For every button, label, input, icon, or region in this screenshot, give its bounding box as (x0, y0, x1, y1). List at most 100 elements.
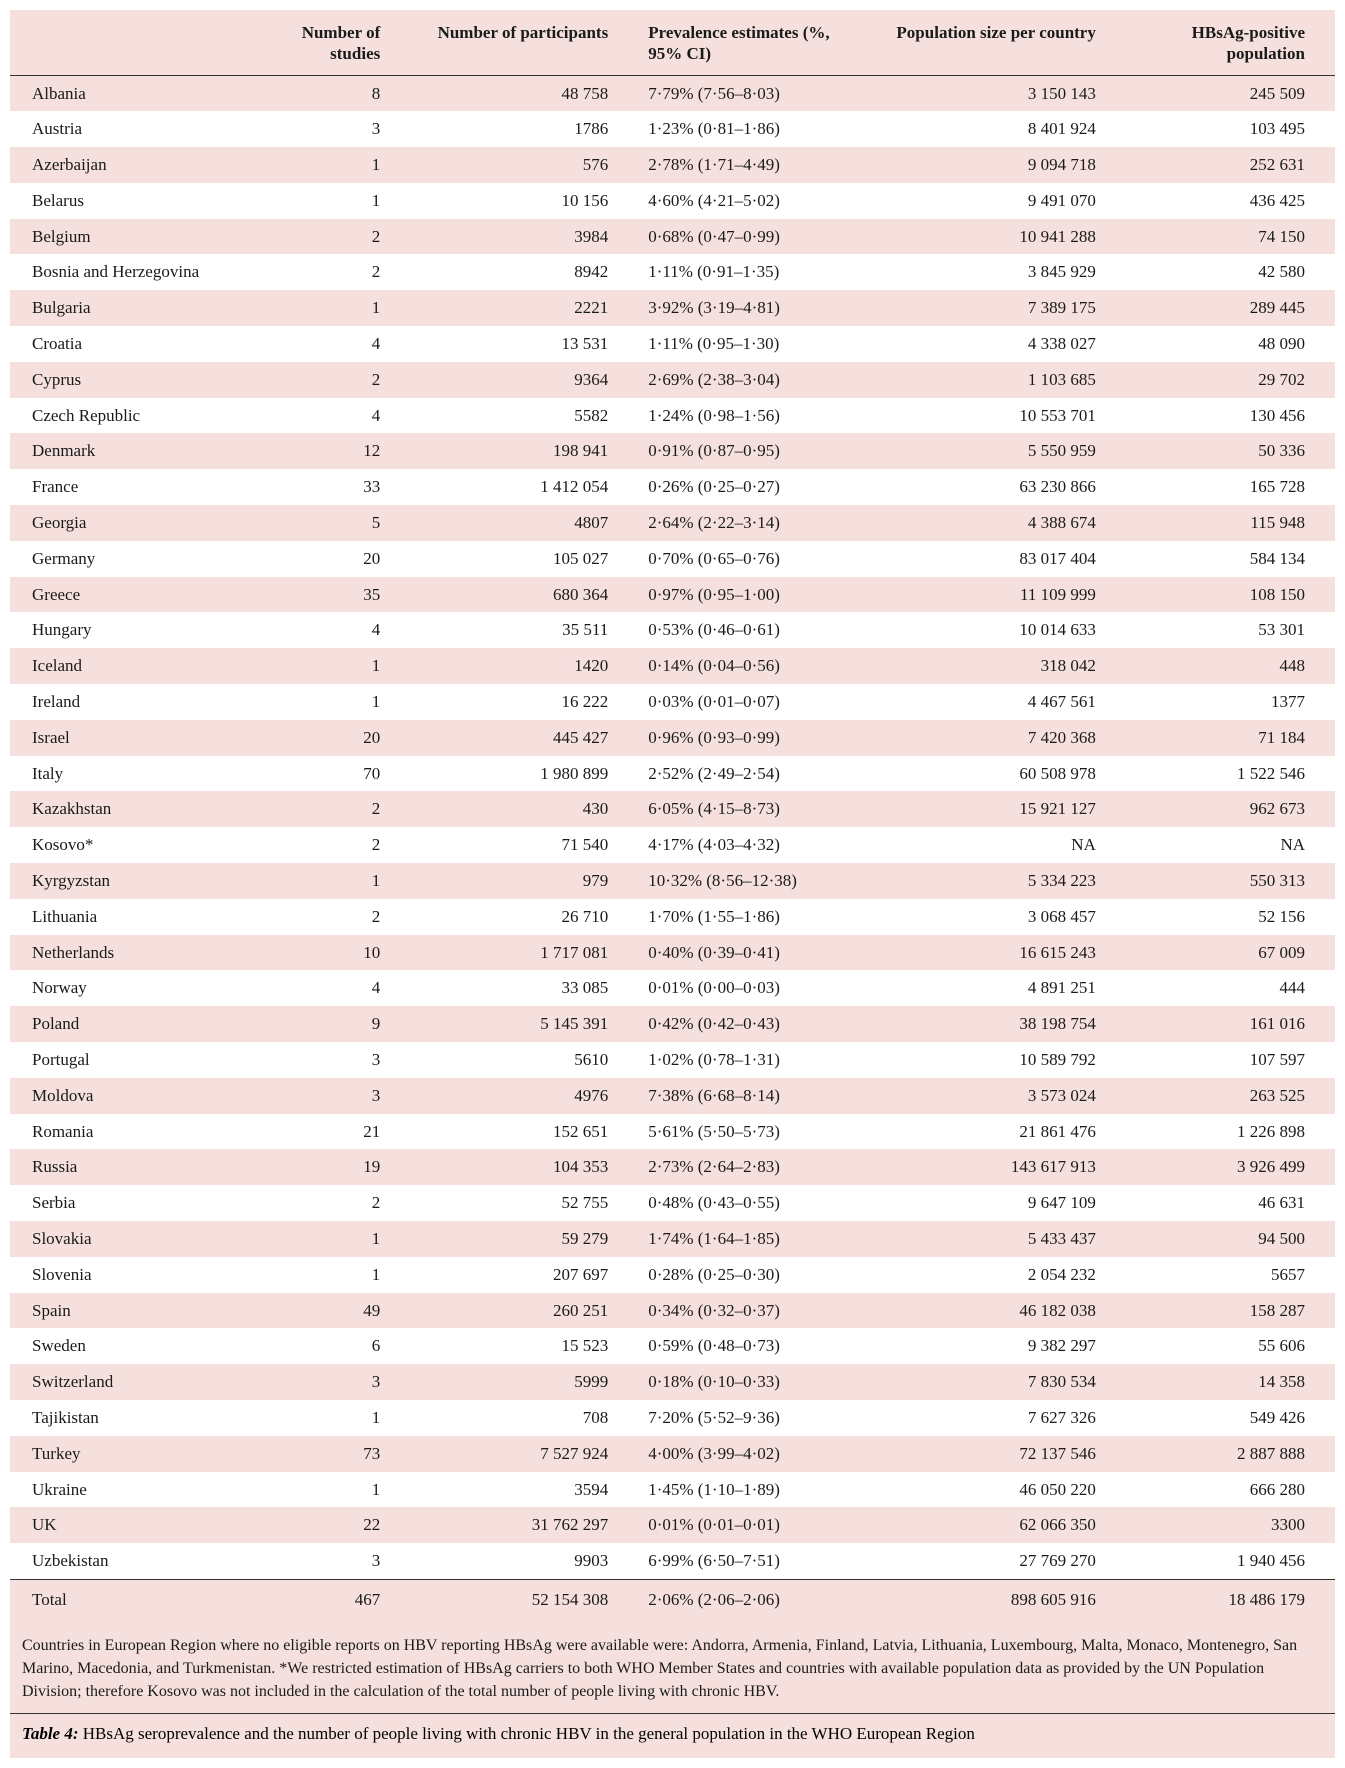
cell-population: 5 433 437 (872, 1221, 1126, 1257)
cell-population: 60 508 978 (872, 756, 1126, 792)
table-row: Uzbekistan399036·99% (6·50–7·51)27 769 2… (10, 1543, 1335, 1579)
cell-studies: 33 (239, 469, 410, 505)
cell-participants: 26 710 (410, 899, 638, 935)
cell-studies: 21 (239, 1114, 410, 1150)
cell-studies: 1 (239, 147, 410, 183)
cell-participants: 152 651 (410, 1114, 638, 1150)
cell-studies: 10 (239, 935, 410, 971)
cell-hbsag: 1 226 898 (1126, 1114, 1335, 1150)
cell-country: Kosovo* (10, 827, 239, 863)
table-row: Slovenia1207 6970·28% (0·25–0·30)2 054 2… (10, 1257, 1335, 1293)
cell-hbsag: 436 425 (1126, 183, 1335, 219)
table-row: Sweden615 5230·59% (0·48–0·73)9 382 2975… (10, 1328, 1335, 1364)
cell-hbsag: 50 336 (1126, 433, 1335, 469)
cell-population: 21 861 476 (872, 1114, 1126, 1150)
cell-hbsag: 666 280 (1126, 1472, 1335, 1508)
cell-prevalence: 2·69% (2·38–3·04) (638, 362, 872, 398)
cell-country: Bosnia and Herzegovina (10, 254, 239, 290)
table-row: France331 412 0540·26% (0·25–0·27)63 230… (10, 469, 1335, 505)
cell-studies: 3 (239, 1543, 410, 1579)
cell-studies: 2 (239, 219, 410, 255)
cell-country: Lithuania (10, 899, 239, 935)
cell-participants: 48 758 (410, 75, 638, 111)
cell-studies: 467 (239, 1579, 410, 1619)
cell-country: Tajikistan (10, 1400, 239, 1436)
cell-country: Russia (10, 1149, 239, 1185)
cell-prevalence: 5·61% (5·50–5·73) (638, 1114, 872, 1150)
cell-hbsag: 29 702 (1126, 362, 1335, 398)
table-row: Belarus110 1564·60% (4·21–5·02)9 491 070… (10, 183, 1335, 219)
cell-hbsag: 74 150 (1126, 219, 1335, 255)
cell-hbsag: 46 631 (1126, 1185, 1335, 1221)
table-row: Azerbaijan15762·78% (1·71–4·49)9 094 718… (10, 147, 1335, 183)
cell-population: 3 068 457 (872, 899, 1126, 935)
cell-participants: 4976 (410, 1078, 638, 1114)
cell-prevalence: 7·38% (6·68–8·14) (638, 1078, 872, 1114)
cell-prevalence: 1·24% (0·98–1·56) (638, 398, 872, 434)
cell-hbsag: 444 (1126, 970, 1335, 1006)
cell-country: Sweden (10, 1328, 239, 1364)
table-caption: Table 4: HBsAg seroprevalence and the nu… (10, 1714, 1335, 1758)
col-country (10, 10, 239, 75)
cell-hbsag: 550 313 (1126, 863, 1335, 899)
cell-prevalence: 2·73% (2·64–2·83) (638, 1149, 872, 1185)
cell-population: 1 103 685 (872, 362, 1126, 398)
cell-hbsag: 584 134 (1126, 541, 1335, 577)
cell-prevalence: 0·68% (0·47–0·99) (638, 219, 872, 255)
cell-prevalence: 1·11% (0·95–1·30) (638, 326, 872, 362)
cell-country: Germany (10, 541, 239, 577)
cell-hbsag: 549 426 (1126, 1400, 1335, 1436)
table-body: Albania848 7587·79% (7·56–8·03)3 150 143… (10, 75, 1335, 1620)
cell-population: 27 769 270 (872, 1543, 1126, 1579)
cell-population: 3 845 929 (872, 254, 1126, 290)
cell-country: Bulgaria (10, 290, 239, 326)
cell-participants: 1786 (410, 111, 638, 147)
cell-prevalence: 0·48% (0·43–0·55) (638, 1185, 872, 1221)
cell-studies: 4 (239, 612, 410, 648)
cell-population: 8 401 924 (872, 111, 1126, 147)
cell-prevalence: 4·00% (3·99–4·02) (638, 1436, 872, 1472)
cell-studies: 3 (239, 111, 410, 147)
cell-population: 5 334 223 (872, 863, 1126, 899)
cell-country: Slovenia (10, 1257, 239, 1293)
cell-hbsag: 108 150 (1126, 577, 1335, 613)
cell-participants: 207 697 (410, 1257, 638, 1293)
cell-prevalence: 7·20% (5·52–9·36) (638, 1400, 872, 1436)
cell-hbsag: 130 456 (1126, 398, 1335, 434)
cell-participants: 708 (410, 1400, 638, 1436)
cell-studies: 1 (239, 1472, 410, 1508)
cell-population: 9 094 718 (872, 147, 1126, 183)
cell-prevalence: 0·53% (0·46–0·61) (638, 612, 872, 648)
cell-population: 4 388 674 (872, 505, 1126, 541)
cell-prevalence: 1·02% (0·78–1·31) (638, 1042, 872, 1078)
table-row: Iceland114200·14% (0·04–0·56)318 042448 (10, 648, 1335, 684)
cell-prevalence: 0·42% (0·42–0·43) (638, 1006, 872, 1042)
cell-population: NA (872, 827, 1126, 863)
cell-participants: 9364 (410, 362, 638, 398)
cell-population: 46 182 038 (872, 1293, 1126, 1329)
cell-country: Netherlands (10, 935, 239, 971)
table-row: Austria317861·23% (0·81–1·86)8 401 92410… (10, 111, 1335, 147)
cell-country: France (10, 469, 239, 505)
cell-population: 72 137 546 (872, 1436, 1126, 1472)
cell-participants: 16 222 (410, 684, 638, 720)
cell-country: Cyprus (10, 362, 239, 398)
cell-country: Norway (10, 970, 239, 1006)
cell-hbsag: 94 500 (1126, 1221, 1335, 1257)
cell-studies: 35 (239, 577, 410, 613)
cell-prevalence: 4·17% (4·03–4·32) (638, 827, 872, 863)
table-row: Greece35680 3640·97% (0·95–1·00)11 109 9… (10, 577, 1335, 613)
cell-studies: 22 (239, 1507, 410, 1543)
cell-studies: 4 (239, 970, 410, 1006)
cell-population: 5 550 959 (872, 433, 1126, 469)
cell-country: Georgia (10, 505, 239, 541)
cell-hbsag: 263 525 (1126, 1078, 1335, 1114)
cell-population: 898 605 916 (872, 1579, 1126, 1619)
cell-prevalence: 2·52% (2·49–2·54) (638, 756, 872, 792)
hbsag-table: Number of studies Number of participants… (10, 10, 1335, 1620)
col-hbsag-pop: HBsAg-positive population (1126, 10, 1335, 75)
cell-population: 10 553 701 (872, 398, 1126, 434)
cell-studies: 20 (239, 720, 410, 756)
table-row: Netherlands101 717 0810·40% (0·39–0·41)1… (10, 935, 1335, 971)
cell-participants: 2221 (410, 290, 638, 326)
